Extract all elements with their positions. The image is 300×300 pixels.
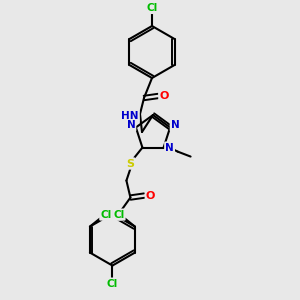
Text: Cl: Cl [146, 3, 158, 13]
Text: HN: HN [121, 111, 139, 121]
Text: Cl: Cl [100, 210, 112, 220]
Text: N: N [127, 120, 135, 130]
Text: N: N [165, 142, 174, 153]
Text: N: N [171, 120, 179, 130]
Text: HN: HN [103, 210, 120, 220]
Text: Cl: Cl [107, 279, 118, 289]
Text: O: O [159, 91, 169, 101]
Text: Cl: Cl [113, 210, 124, 220]
Text: O: O [146, 190, 155, 201]
Text: S: S [126, 159, 134, 169]
